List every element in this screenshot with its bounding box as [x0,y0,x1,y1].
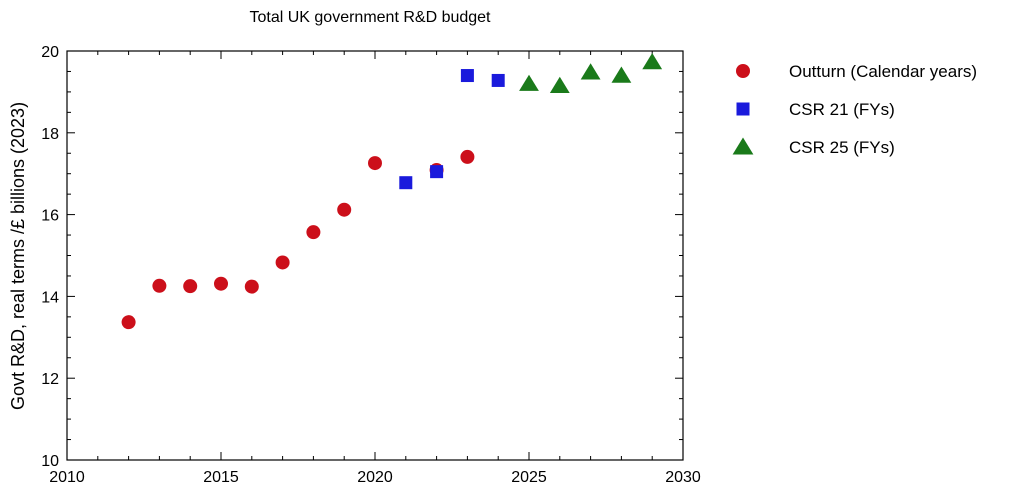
y-tick-label: 14 [41,289,59,306]
csr25-point [611,66,632,83]
chart-title: Total UK government R&D budget [249,9,491,26]
x-tick-label: 2015 [203,469,239,486]
y-tick-label: 16 [41,208,59,225]
legend-marker-circle [736,64,750,78]
csr25-point [642,53,663,70]
legend-label: CSR 21 (FYs) [789,100,895,119]
legend-marker-square [736,102,750,116]
outturn-point [368,156,382,171]
plot-frame [66,50,684,461]
x-tick-label: 2025 [511,469,547,486]
y-tick-label: 12 [41,371,59,388]
csr21-point [460,69,474,83]
outturn-point [275,255,290,270]
outturn-point [460,149,475,164]
csr25-point [549,76,570,93]
outturn-point [244,279,259,294]
csr21-point [430,165,444,179]
plot-area: 2010 2015 2020 2025 2030 10 12 14 16 18 20 [41,44,701,486]
x-tick-label: 2010 [49,469,85,486]
legend-label: Outturn (Calendar years) [789,62,977,81]
y-tick-label: 18 [41,126,59,143]
csr25-point [519,74,539,91]
outturn-point [214,276,228,291]
y-tick-label: 20 [41,44,59,61]
outturn-point [121,315,136,330]
legend: Outturn (Calendar years) CSR 21 (FYs) CSR … [732,62,977,157]
csr21-point [491,73,505,87]
outturn-point [337,202,352,217]
x-tick-label: 2020 [357,469,393,486]
csr25-point [580,63,601,80]
outturn-point [183,279,198,294]
outturn-point [306,225,321,240]
legend-label: CSR 25 (FYs) [789,138,895,157]
x-tick-label: 2030 [665,469,701,486]
csr21-point [399,176,413,190]
legend-marker-triangle [732,137,754,155]
y-axis-label: Govt R&D, real terms /£ billions (2023) [8,102,28,410]
y-tick-label: 10 [41,453,59,470]
outturn-point [152,278,167,293]
